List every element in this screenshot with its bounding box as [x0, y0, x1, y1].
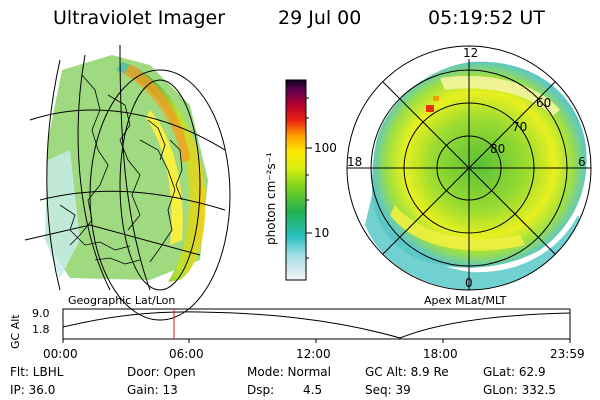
polar-yellow-arc: [390, 205, 525, 251]
date-label: 29 Jul 00: [278, 7, 362, 29]
polar-cyan-band: [365, 195, 584, 290]
time-label: 05:19:52 UT: [428, 7, 545, 29]
lat-lon-grid: [24, 44, 231, 321]
altitude-ytick-low: 1.8: [32, 323, 50, 336]
auroral-bright-arc: [124, 64, 190, 162]
status-dsp-value: 4.5: [303, 383, 323, 397]
mlat-label-70: 70: [512, 120, 528, 134]
polar-hotspot: [426, 105, 434, 112]
mlat-label-60: 60: [536, 96, 552, 110]
mlt-label-0: 0: [465, 276, 473, 290]
x-tick-0000: 00:00: [43, 347, 78, 361]
colorbar-tick-100: 100: [314, 141, 337, 155]
status-mode: Mode: Normal: [247, 365, 331, 379]
mlt-label-18: 18: [347, 155, 363, 169]
colorbar-unit-label: photon cm⁻²s⁻¹: [264, 152, 278, 245]
polar-map: [346, 45, 592, 291]
app-title: Ultraviolet Imager: [53, 7, 226, 29]
altitude-plot: [62, 308, 571, 343]
polar-caption: Apex MLat/MLT: [424, 294, 507, 307]
x-tick-1200: 12:00: [296, 347, 331, 361]
colorbar: [285, 79, 312, 281]
x-tick-0600: 06:00: [169, 347, 204, 361]
geographic-map: [24, 44, 231, 321]
x-tick-1800: 18:00: [423, 347, 458, 361]
coastlines: [59, 74, 183, 265]
polar-grid: [346, 45, 592, 291]
altitude-ylabel: GC Alt: [9, 314, 22, 349]
status-door: Door: Open: [127, 365, 196, 379]
altitude-curve: [62, 311, 571, 339]
left-swath-fade: [45, 150, 80, 278]
status-glat: GLat: 62.9: [483, 365, 546, 379]
altitude-ytick-high: 9.0: [32, 307, 50, 320]
status-seq: Seq: 39: [365, 383, 411, 397]
status-glon: GLon: 332.5: [483, 383, 556, 397]
geographic-caption: Geographic Lat/Lon: [68, 294, 176, 307]
auroral-yellow-core: [146, 110, 183, 245]
mlt-label-6: 6: [578, 155, 586, 169]
mlat-label-80: 80: [490, 142, 506, 156]
status-gain: Gain: 13: [127, 383, 178, 397]
polar-dayside-arc: [440, 75, 560, 116]
status-gc-alt: GC Alt: 8.9 Re: [365, 365, 449, 379]
colorbar-tick-10: 10: [314, 226, 330, 240]
x-tick-2359: 23:59: [550, 347, 585, 361]
status-ip: IP: 36.0: [10, 383, 56, 397]
status-dsp-label: Dsp:: [247, 383, 275, 397]
status-filter: Flt: LBHL: [10, 365, 64, 379]
mlt-label-12: 12: [462, 46, 480, 60]
